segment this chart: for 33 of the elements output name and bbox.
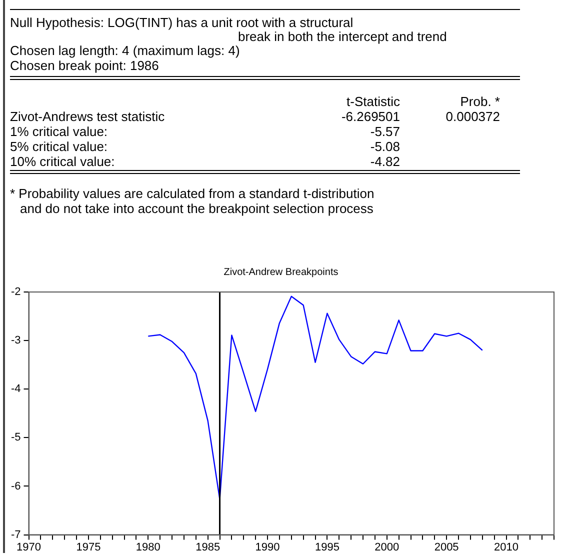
x-tick-label: 1980 [136, 541, 160, 554]
text: -5.57 [370, 124, 400, 139]
text: -4.82 [370, 154, 400, 169]
text: Null Hypothesis: LOG(TINT) has a unit root with a structural [10, 15, 354, 30]
text: 5% critical value: [10, 139, 108, 154]
text: 10% critical value: [10, 154, 115, 169]
y-tick-label: -5 [11, 432, 21, 444]
x-tick-label: 2010 [494, 541, 518, 554]
text: Chosen break point: 1986 [10, 58, 159, 73]
y-tick-label: -2 [11, 286, 21, 298]
x-tick-label: 1975 [76, 541, 101, 554]
text: -5.08 [370, 139, 400, 154]
x-tick-label: 1970 [16, 541, 42, 554]
text: Chosen lag length: 4 (maximum lags: 4) [10, 43, 240, 58]
y-tick-label: -3 [11, 334, 21, 347]
text: 0.000372 [446, 109, 500, 124]
y-tick-label: -6 [11, 480, 21, 492]
chart-title: Zivot-Andrew Breakpoints [224, 266, 338, 278]
text: Prob. * [460, 94, 500, 109]
x-tick-label: 1990 [255, 541, 280, 554]
x-tick-label: 2005 [434, 541, 459, 554]
text: break in both the intercept and trend [238, 29, 447, 44]
text: 1% critical value: [10, 124, 108, 139]
text: Zivot-Andrews test statistic [10, 109, 165, 124]
y-tick-label: -7 [11, 528, 21, 541]
y-tick-label: -4 [11, 383, 21, 396]
text: and do not take into account the breakpoint selection process [20, 201, 374, 216]
text: * Probability values are calculated from a standard t-distribution [10, 186, 374, 201]
x-tick-label: 1995 [314, 541, 340, 554]
x-tick-label: 1985 [196, 541, 220, 554]
x-tick-label: 2000 [374, 541, 400, 554]
text: t-Statistic [346, 94, 400, 109]
text: -6.269501 [341, 109, 400, 124]
